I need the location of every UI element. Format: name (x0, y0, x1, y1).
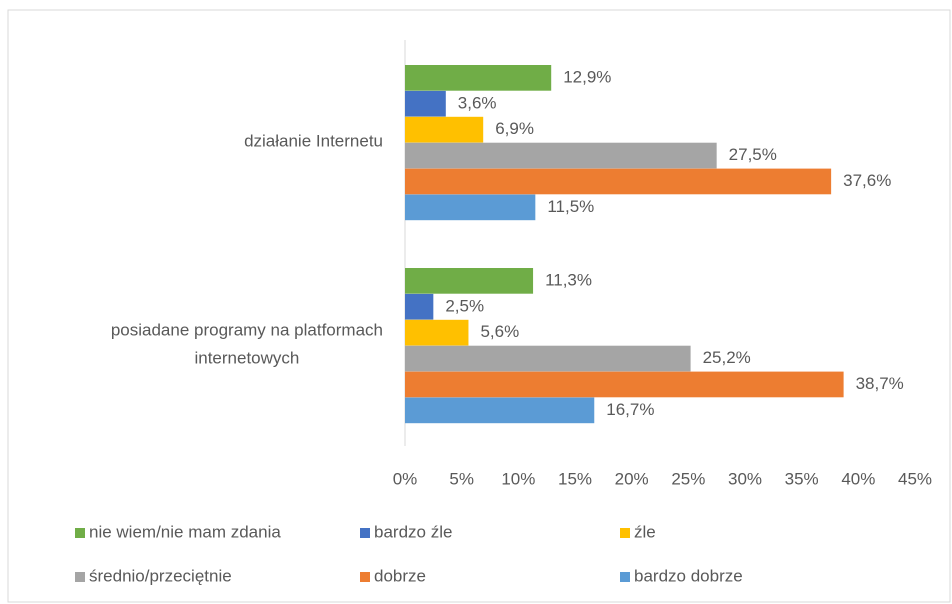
legend-swatch (620, 572, 630, 582)
x-tick-label: 45% (898, 469, 932, 488)
legend-swatch (75, 572, 85, 582)
x-tick-label: 15% (558, 469, 592, 488)
legend-label: źle (634, 522, 656, 541)
x-tick-label: 0% (393, 469, 418, 488)
bar (405, 268, 534, 294)
bar (405, 168, 832, 195)
data-label: 11,5% (547, 197, 594, 216)
data-label: 3,6% (458, 93, 497, 112)
bar (405, 65, 552, 91)
data-label: 25,2% (703, 348, 751, 367)
bar (405, 397, 595, 424)
x-tick-label: 40% (841, 469, 875, 488)
x-tick-label: 35% (785, 469, 819, 488)
x-tick-label: 5% (449, 469, 474, 488)
data-label: 6,9% (495, 119, 534, 138)
x-tick-label: 20% (615, 469, 649, 488)
data-label: 37,6% (843, 171, 891, 190)
bar (405, 345, 691, 372)
data-label: 38,7% (856, 374, 904, 393)
legend-label: bardzo dobrze (634, 566, 743, 585)
bar (405, 293, 434, 320)
data-label: 5,6% (480, 322, 519, 341)
data-label: 27,5% (729, 145, 777, 164)
x-tick-label: 30% (728, 469, 762, 488)
bar (405, 319, 469, 346)
bar (405, 371, 844, 398)
legend-swatch (620, 528, 630, 538)
legend-label: dobrze (374, 566, 426, 585)
data-label: 11,3% (545, 270, 592, 289)
bar (405, 142, 717, 169)
legend-label: nie wiem/nie mam zdania (89, 522, 281, 541)
bar (405, 194, 536, 221)
legend-label: średnio/przeciętnie (89, 566, 232, 585)
chart-frame (7, 9, 951, 603)
data-label: 16,7% (606, 400, 654, 419)
legend-swatch (75, 528, 85, 538)
bar (405, 116, 484, 143)
y-tick-label: posiadane programy na platformach interne… (111, 321, 383, 368)
x-tick-label: 10% (501, 469, 535, 488)
data-label: 12,9% (563, 67, 611, 86)
legend-swatch (360, 528, 370, 538)
legend-swatch (360, 572, 370, 582)
x-tick-label: 25% (671, 469, 705, 488)
data-label: 2,5% (445, 296, 484, 315)
legend-label: bardzo źle (374, 522, 452, 541)
y-tick-label: działanie Internetu (244, 132, 383, 151)
bar (405, 90, 446, 117)
